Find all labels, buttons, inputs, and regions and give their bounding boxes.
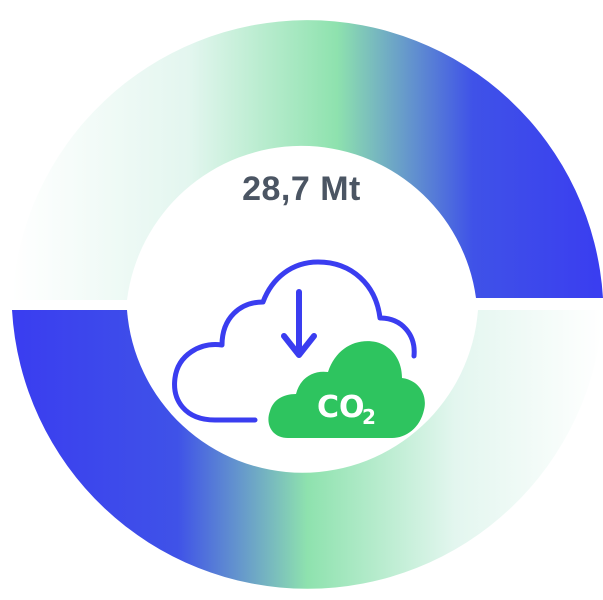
ring-bottom-segment (12, 310, 603, 589)
co2-cloud-icon: CO 2 (268, 341, 425, 438)
emissions-value: 28,7 Mt (242, 170, 361, 208)
ring-top-segment (12, 20, 603, 301)
cloud-outline-icon (172, 259, 417, 423)
co2-subscript-text: 2 (362, 405, 376, 429)
down-arrow-icon (281, 289, 317, 358)
co2-molecule-text: CO (317, 390, 365, 425)
